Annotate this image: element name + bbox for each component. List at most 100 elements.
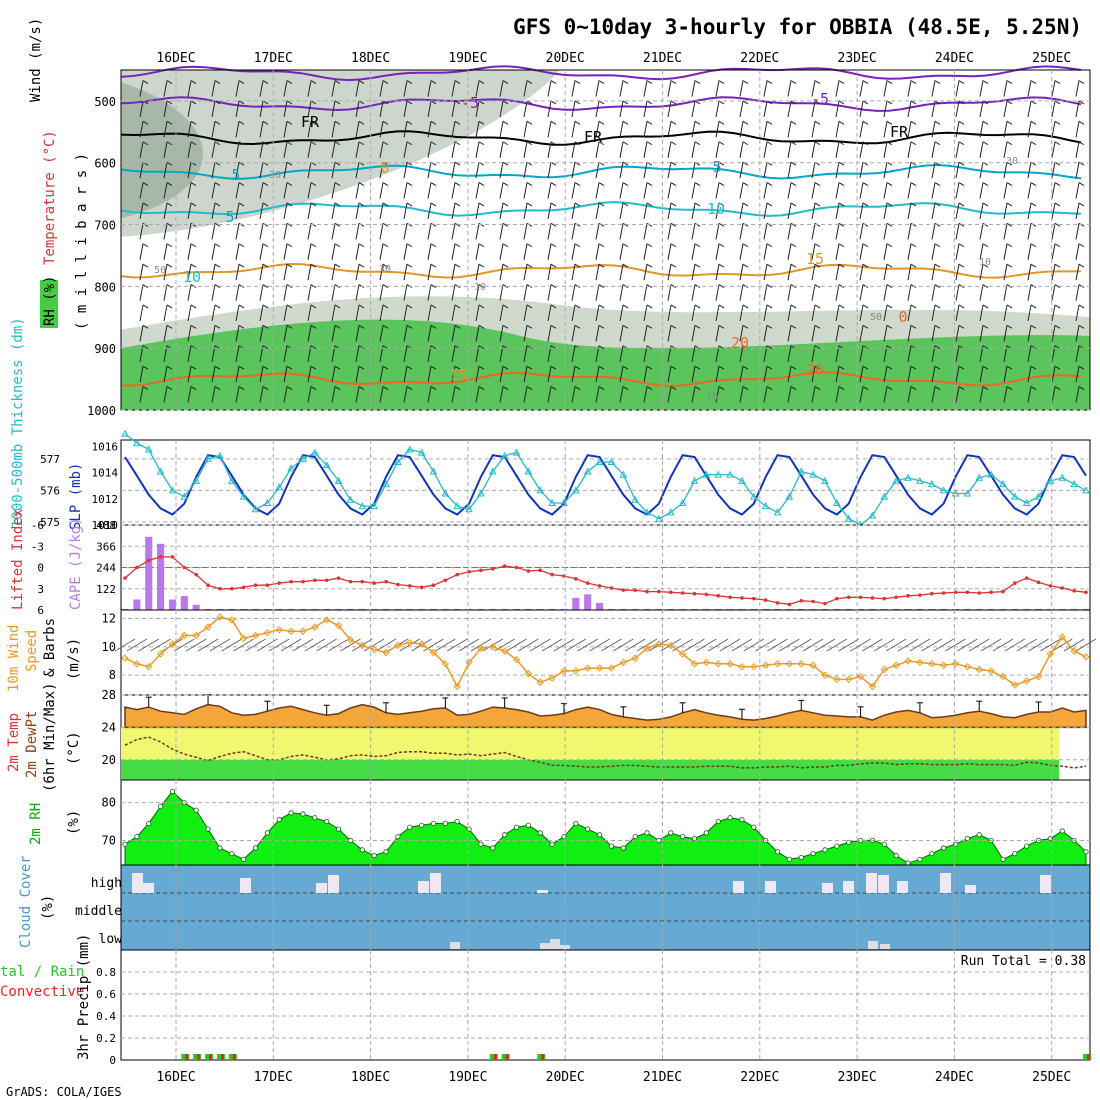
wind-barb [667,223,672,240]
wind-barb [763,162,768,179]
wind-barb-flag [670,284,677,288]
wind-barb [715,284,720,301]
wind-barb-flag [526,365,533,370]
wind-barb-flag [670,80,677,84]
rh-marker [430,820,437,827]
wind-barb-flag [646,202,653,207]
thickness-marker [299,454,307,462]
wind-barb [571,325,576,342]
wind-barb-flag [382,324,389,329]
wind-barb-flag [1078,263,1085,268]
wind-barb [427,162,432,179]
wind-barb [451,182,456,199]
date-label-bottom: 22DEC [740,1070,779,1085]
wind-barb-flag [430,386,437,390]
wind-barb [379,80,384,97]
wind-barb [307,121,312,138]
wind-barb [235,386,240,403]
wind-barb [235,264,240,281]
wind-barb [235,223,240,240]
rh-marker [608,843,615,849]
wind-barb-flag [814,304,821,309]
wind-barb-flag [166,304,173,309]
wind-barb-flag [334,284,341,288]
wind-barb [643,121,648,138]
wind-barb-flag [430,202,437,207]
wind-barb [355,182,360,199]
wind-barb [475,141,480,158]
cape-bar [216,608,224,610]
wind-barb [523,325,528,342]
wind-barb [1003,284,1008,301]
thickness-marker [987,470,995,478]
wind-barb [811,304,816,322]
wind-barb [715,264,720,281]
wind-barb [379,386,384,403]
wind-barb-flag [334,141,341,146]
rh-shade-upper [121,70,560,237]
wind-barb [1051,243,1056,260]
wind-barb [715,121,720,138]
cloud-low-bar [450,942,460,949]
wind-barb [619,182,624,199]
wind-barb [739,141,744,158]
contour-label: 20 [731,334,749,352]
li-marker [633,588,637,592]
wind-barb [1027,182,1032,199]
wind-barb [523,243,528,260]
wind-barb [331,325,336,342]
wind-barb [523,80,528,97]
wind-barb-flag [766,284,773,288]
wind-speed-marker [607,664,616,672]
wind-barb-flag [1030,182,1037,186]
slp-tick: 1016 [92,441,119,454]
wind-barb-flag [406,80,413,84]
wind-barb-flag [310,182,317,186]
thickness-marker [916,476,924,484]
wind-barb-flag [574,182,581,186]
wind-barb-flag [454,365,461,370]
rh-marker [668,830,674,836]
wind-speed-marker [572,667,580,675]
wind-barb [931,162,936,179]
rh-marker [288,810,294,816]
wind-barb [595,182,600,199]
wind-barb-flag [238,263,245,268]
wind-barb-flag [598,182,605,186]
wind-speed-marker [228,616,236,624]
cape-bar [643,608,651,610]
wind10-barb [601,638,622,652]
wind-barb-flag [262,386,269,390]
wind-barb-flag [286,182,293,186]
date-label-top: 19DEC [448,51,487,66]
wind-barb-flag [478,304,485,309]
wind-barb [475,223,480,240]
slp-line [124,454,1087,516]
wind-barb-flag [742,263,749,268]
wind-speed-marker [441,660,450,668]
contour-label: 0 [898,308,907,326]
wind-barb [691,162,696,179]
wind-barb-flag [886,243,893,248]
wind-barb [211,264,216,281]
wind-barb-flag [190,243,197,248]
wind-barb [763,80,768,97]
thickness-marker [441,489,450,497]
wind10-barb [197,638,219,652]
thickness-marker [465,505,473,513]
wind-barb-flag [622,182,629,186]
isotherm-line [120,65,1082,82]
wind-barb-flag [886,182,893,186]
wind-barb [667,182,672,199]
wind-barb [187,366,192,383]
wind-barb [595,243,600,260]
wind-barb-flag [766,365,773,370]
wind-barb [451,121,456,138]
wind-barb-flag [334,161,341,166]
thickness-marker [1082,486,1090,494]
wind-barb-flag [982,100,989,105]
wind-barb [931,80,936,97]
wind-barb [787,386,792,403]
wind-barb [1075,386,1080,403]
wind-barb-flag [646,386,653,390]
